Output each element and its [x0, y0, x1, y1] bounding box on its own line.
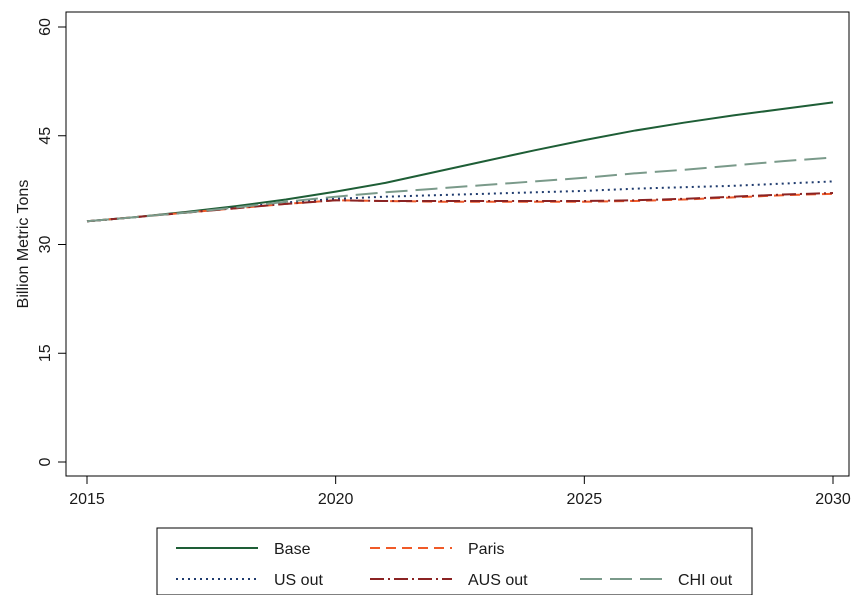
y-tick-label: 60 — [37, 18, 54, 36]
y-axis: 0 15 30 45 60 — [37, 18, 66, 466]
x-tick-label: 2020 — [318, 491, 354, 508]
y-axis-title: Billion Metric Tons — [15, 180, 32, 309]
plot-frame — [65, 11, 850, 477]
x-tick-label: 2030 — [815, 491, 851, 508]
legend-items: Base Paris US out AUS out CHI out — [176, 541, 733, 589]
y-tick-label: 30 — [37, 236, 54, 254]
y-tick-label: 45 — [37, 127, 54, 145]
x-tick-label: 2025 — [567, 491, 603, 508]
y-tick-label: 15 — [37, 344, 54, 362]
legend-box — [156, 527, 753, 595]
legend: Base Paris US out AUS out CHI out — [156, 527, 753, 595]
legend-label: CHI out — [678, 572, 733, 589]
legend-label: AUS out — [468, 572, 528, 589]
legend-label: Paris — [468, 541, 504, 558]
series-line-base — [86, 101, 834, 223]
legend-label: US out — [274, 572, 323, 589]
x-axis: 2015 2020 2025 2030 — [69, 476, 851, 508]
series-line-chi-out — [86, 156, 834, 223]
y-tick-label: 0 — [37, 457, 54, 466]
x-tick-label: 2015 — [69, 491, 105, 508]
series-layer — [86, 101, 834, 223]
series-line-aus-out — [86, 192, 834, 223]
legend-label: Base — [274, 541, 311, 558]
